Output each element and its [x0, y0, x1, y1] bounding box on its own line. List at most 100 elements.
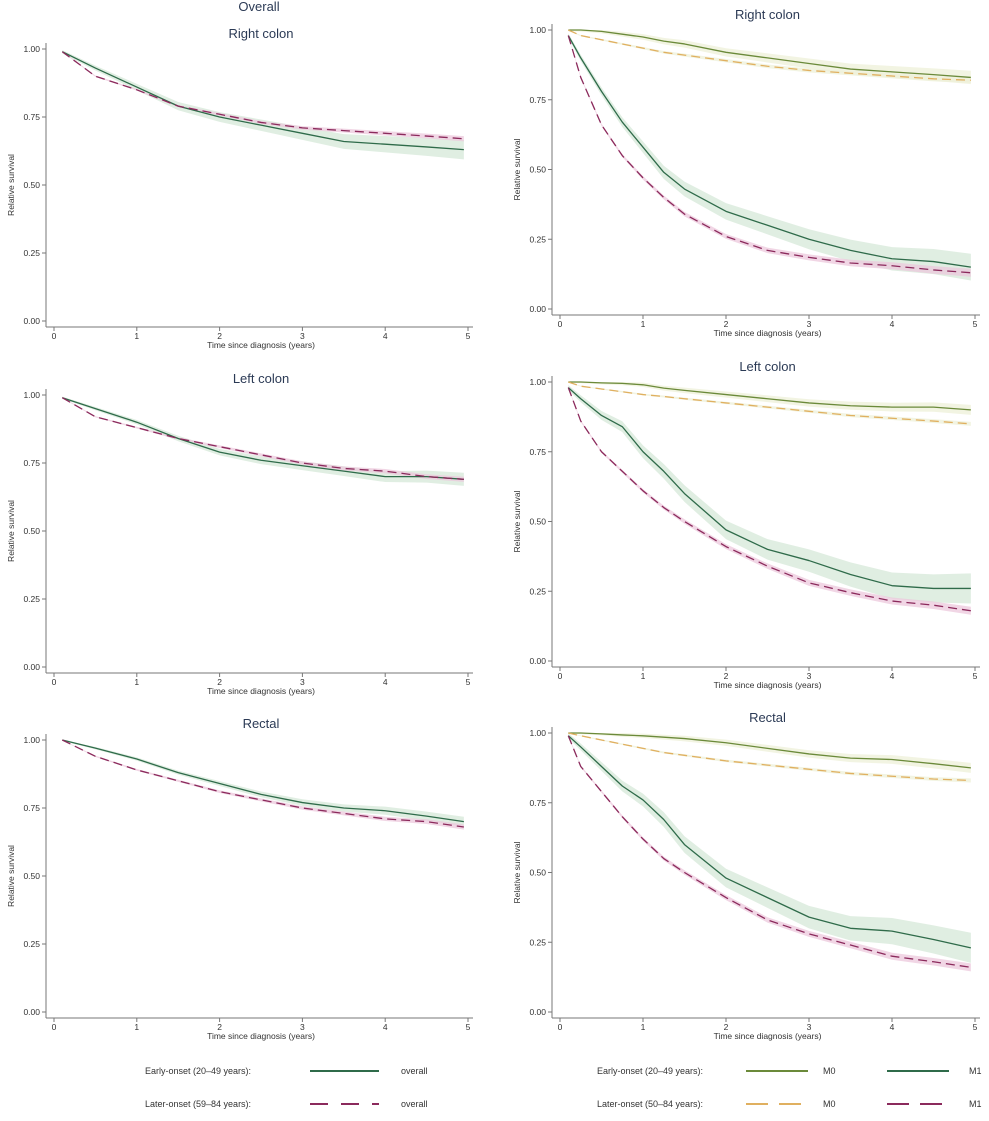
y-tick-label: 0.75 [529, 447, 546, 457]
confidence-band [568, 733, 971, 963]
x-tick-label: 1 [134, 1022, 139, 1032]
series-line-later-onset-m1 [567, 387, 971, 612]
y-tick-label: 0.50 [23, 871, 40, 881]
y-tick-label: 0.25 [23, 939, 40, 949]
y-tick-label: 0.50 [23, 180, 40, 190]
series-line-later-onset-overall [61, 51, 464, 140]
chart-panel-overall-rectal: Rectal 0.00 0.25 0.50 0.75 1.00 0 1 2 3 4 5 Time sin… [6, 716, 473, 1041]
legend-row: Later-onset (59–84 years): overall [145, 1099, 428, 1109]
confidence-band [62, 397, 464, 482]
panel-title: Right colon [735, 7, 800, 22]
legend-stage: Early-onset (20–49 years): M0 M1Later-onse… [597, 1066, 982, 1109]
x-tick-label: 3 [300, 1022, 305, 1032]
y-tick-label: 0.00 [529, 656, 546, 666]
x-tick-label: 5 [973, 1022, 978, 1032]
series-line-early-onset-m1 [567, 35, 971, 268]
chart-panel-overall-right-colon: Right colon 0.00 0.25 0.50 0.75 1.00 0 1 2 3 4 5 Tim… [6, 26, 473, 350]
x-tick-label: 4 [890, 319, 895, 329]
x-tick-label: 2 [724, 671, 729, 681]
series-line-early-onset-m1 [567, 735, 971, 949]
x-tick-label: 1 [641, 319, 646, 329]
legend-item-label: overall [401, 1099, 428, 1109]
y-axis-label: Relative survival [6, 500, 16, 562]
x-axis-label: Time since diagnosis (years) [714, 1031, 822, 1041]
y-tick-label: 1.00 [529, 25, 546, 35]
legend-row: Early-onset (20–49 years): M0 M1 [597, 1066, 982, 1076]
y-axis-label: Relative survival [512, 138, 522, 200]
y-tick-label: 0.25 [529, 586, 546, 596]
y-tick-label: 0.25 [529, 234, 546, 244]
chart-panel-stage-rectal: Rectal 0.00 0.25 0.50 0.75 1.00 0 1 2 3 4 5 Time sin… [512, 710, 980, 1041]
legend-label: Early-onset (20–49 years): [597, 1066, 703, 1076]
chart-panel-stage-right-colon: Right colon 0.00 0.25 0.50 0.75 1.00 0 1 2 3 4 5 Tim… [512, 7, 980, 338]
y-axis-label: Relative survival [6, 154, 16, 216]
series-line-later-onset-overall [61, 397, 464, 480]
series-line-early-onset-m0 [568, 29, 971, 79]
x-tick-label: 5 [466, 331, 471, 341]
y-tick-label: 1.00 [529, 728, 546, 738]
x-axis-label: Time since diagnosis (years) [207, 686, 315, 696]
legend-label: Later-onset (59–84 years): [145, 1099, 251, 1109]
x-tick-label: 5 [973, 319, 978, 329]
x-tick-label: 3 [807, 671, 812, 681]
x-axis-label: Time since diagnosis (years) [714, 680, 822, 690]
legend-item-label: M0 [823, 1099, 836, 1109]
legend-item-label: M1 [969, 1099, 982, 1109]
x-tick-label: 2 [724, 319, 729, 329]
x-tick-label: 0 [52, 677, 57, 687]
legend-item-label: overall [401, 1066, 428, 1076]
y-tick-label: 0.75 [529, 95, 546, 105]
x-tick-label: 5 [466, 1022, 471, 1032]
y-tick-label: 1.00 [23, 44, 40, 54]
series-line-later-onset-m1 [567, 735, 971, 969]
series-line-early-onset-m1 [567, 387, 971, 590]
x-tick-label: 3 [807, 319, 812, 329]
x-tick-label: 1 [641, 671, 646, 681]
series-line-later-onset-m0 [568, 29, 971, 81]
x-tick-label: 1 [134, 331, 139, 341]
x-tick-label: 4 [383, 331, 388, 341]
x-tick-label: 0 [558, 671, 563, 681]
series-line-later-onset-m0 [568, 732, 971, 782]
y-tick-label: 1.00 [23, 390, 40, 400]
y-tick-label: 0.00 [23, 1007, 40, 1017]
chart-panel-stage-left-colon: Left colon 0.00 0.25 0.50 0.75 1.00 0 1 2 3 4 5 Time… [512, 359, 980, 690]
y-tick-label: 0.00 [23, 316, 40, 326]
x-tick-label: 2 [724, 1022, 729, 1032]
x-tick-label: 4 [383, 1022, 388, 1032]
x-tick-label: 1 [641, 1022, 646, 1032]
y-tick-label: 0.50 [529, 517, 546, 527]
confidence-band [568, 33, 971, 281]
x-tick-label: 3 [300, 677, 305, 687]
x-tick-label: 0 [558, 1022, 563, 1032]
y-tick-label: 0.25 [23, 248, 40, 258]
x-tick-label: 3 [300, 331, 305, 341]
x-tick-label: 0 [52, 331, 57, 341]
confidence-band [568, 733, 971, 773]
confidence-band [62, 50, 464, 160]
x-axis-label: Time since diagnosis (years) [207, 340, 315, 350]
confidence-band [62, 740, 464, 830]
series-line-early-onset-overall [62, 397, 464, 480]
y-tick-label: 0.50 [529, 868, 546, 878]
y-tick-label: 1.00 [23, 735, 40, 745]
y-tick-label: 0.25 [23, 594, 40, 604]
series-line-early-onset-m0 [568, 732, 971, 769]
chart-panel-overall-left-colon: Left colon 0.00 0.25 0.50 0.75 1.00 0 1 2 3 4 5 Time… [6, 371, 473, 696]
y-tick-label: 0.50 [529, 165, 546, 175]
legend-item-label: M0 [823, 1066, 836, 1076]
panel-title: Left colon [233, 371, 289, 386]
x-tick-label: 1 [134, 677, 139, 687]
y-tick-label: 0.25 [529, 937, 546, 947]
confidence-band [568, 385, 971, 604]
y-tick-label: 0.00 [529, 1007, 546, 1017]
panel-title: Rectal [243, 716, 280, 731]
x-tick-label: 4 [890, 671, 895, 681]
confidence-band [62, 740, 464, 827]
column-title-overall: Overall [238, 0, 279, 14]
confidence-band [568, 733, 971, 783]
series-line-early-onset-overall [61, 51, 464, 151]
series-line-early-onset-overall [62, 739, 464, 823]
x-tick-label: 4 [383, 677, 388, 687]
x-tick-label: 2 [217, 1022, 222, 1032]
